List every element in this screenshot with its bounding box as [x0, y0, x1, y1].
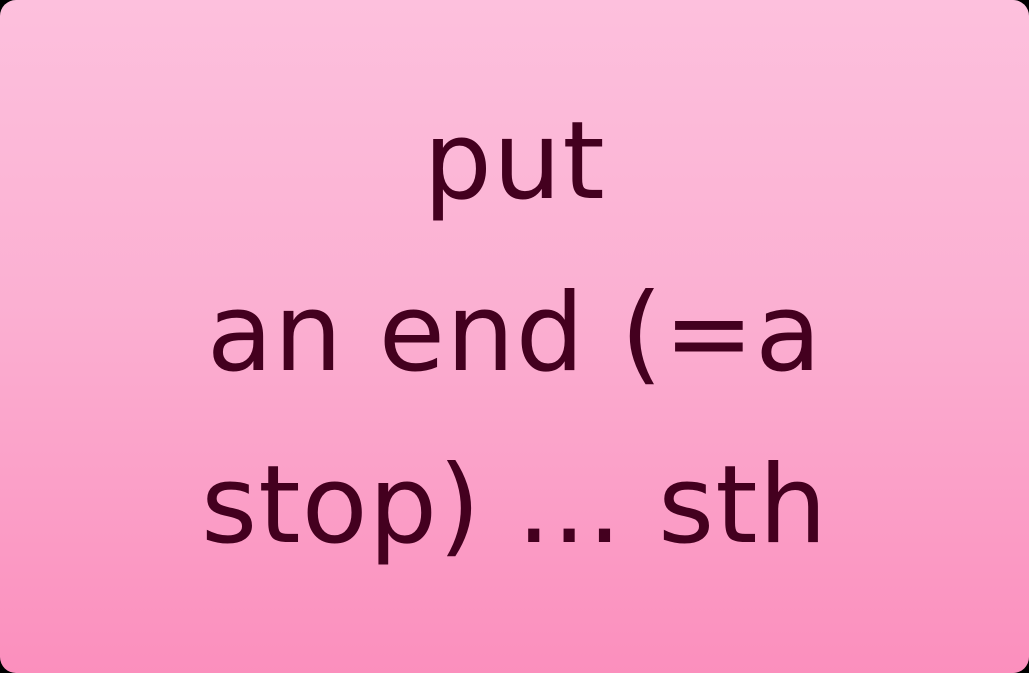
- flashcard-line-3: stop) ... sth: [200, 442, 829, 568]
- flashcard-line-1: put: [423, 98, 606, 224]
- flashcard-line-2: an end (=a: [206, 270, 823, 396]
- flashcard-text: put an end (=a stop) ... sth: [201, 76, 828, 592]
